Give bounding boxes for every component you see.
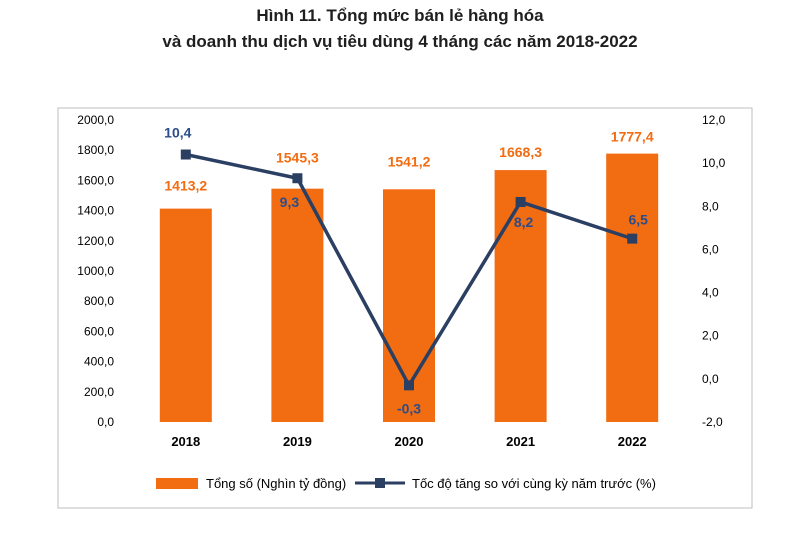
x-tick-label: 2021 bbox=[506, 434, 535, 449]
right-tick-label: 2,0 bbox=[702, 329, 719, 343]
left-tick-label: 1200,0 bbox=[77, 234, 114, 248]
line-value-label: 10,4 bbox=[164, 125, 191, 141]
left-axis: 0,0 200,0 400,0 600,0 800,0 1000,0 1200,0 1400,… bbox=[77, 113, 114, 429]
bar bbox=[606, 153, 659, 422]
x-tick-label: 2019 bbox=[283, 434, 312, 449]
legend: Tổng số (Nghìn tỷ đồng) Tốc độ tăng so vớ… bbox=[156, 476, 656, 491]
left-tick-label: 0,0 bbox=[97, 415, 114, 429]
right-tick-label: 10,0 bbox=[702, 156, 726, 170]
line-value-label: 6,5 bbox=[628, 212, 648, 228]
bar-value-label: 1777,4 bbox=[611, 129, 654, 145]
line-value-label: 8,2 bbox=[514, 214, 534, 230]
left-tick-label: 2000,0 bbox=[77, 113, 114, 127]
right-axis: -2,0 0,0 2,0 4,0 6,0 8,0 10,0 12,0 bbox=[702, 113, 726, 429]
left-tick-label: 1000,0 bbox=[77, 264, 114, 278]
line-value-label: 9,3 bbox=[280, 194, 300, 210]
bar-value-label: 1668,3 bbox=[499, 144, 542, 160]
left-tick-label: 800,0 bbox=[84, 294, 114, 308]
bar-value-label: 1545,3 bbox=[276, 150, 319, 166]
legend-line-marker bbox=[375, 478, 385, 488]
legend-bar-swatch bbox=[156, 478, 198, 489]
right-tick-label: 8,0 bbox=[702, 199, 719, 213]
bar bbox=[271, 188, 324, 422]
legend-line-label: Tốc độ tăng so với cùng kỳ năm trước (%) bbox=[412, 476, 656, 491]
line-point bbox=[292, 173, 303, 184]
x-tick-label: 2020 bbox=[395, 434, 424, 449]
right-tick-label: -2,0 bbox=[702, 415, 723, 429]
bar-value-label: 1541,2 bbox=[388, 153, 431, 169]
right-tick-label: 4,0 bbox=[702, 286, 719, 300]
line-point bbox=[515, 196, 526, 207]
chart-frame bbox=[57, 107, 753, 509]
right-tick-label: 0,0 bbox=[702, 372, 719, 386]
bar-series: 1413,2 1545,3 1541,2 1668,3 1777,4 bbox=[159, 129, 659, 422]
left-tick-label: 400,0 bbox=[84, 355, 114, 369]
right-tick-label: 12,0 bbox=[702, 113, 726, 127]
chart-title-line1: Hình 11. Tổng mức bán lẻ hàng hóa bbox=[256, 6, 544, 25]
line-value-label: -0,3 bbox=[397, 400, 421, 416]
line-series: 10,4 9,3 -0,3 8,2 6,5 bbox=[164, 125, 648, 417]
x-axis: 2018 2019 2020 2021 2022 bbox=[171, 434, 646, 449]
line-point bbox=[404, 380, 414, 391]
x-tick-label: 2018 bbox=[171, 434, 200, 449]
left-tick-label: 600,0 bbox=[84, 324, 114, 338]
bar bbox=[159, 208, 212, 422]
line-point bbox=[180, 149, 191, 160]
left-tick-label: 1400,0 bbox=[77, 204, 114, 218]
x-tick-label: 2022 bbox=[618, 434, 647, 449]
line-point bbox=[627, 233, 638, 244]
chart-title-line2: và doanh thu dịch vụ tiêu dùng 4 tháng c… bbox=[162, 32, 638, 51]
right-tick-label: 6,0 bbox=[702, 242, 719, 256]
left-tick-label: 1600,0 bbox=[77, 173, 114, 187]
left-tick-label: 1800,0 bbox=[77, 143, 114, 157]
left-tick-label: 200,0 bbox=[84, 385, 114, 399]
bar bbox=[494, 170, 547, 422]
bar-value-label: 1413,2 bbox=[164, 178, 207, 194]
legend-bar-label: Tổng số (Nghìn tỷ đồng) bbox=[206, 476, 346, 491]
